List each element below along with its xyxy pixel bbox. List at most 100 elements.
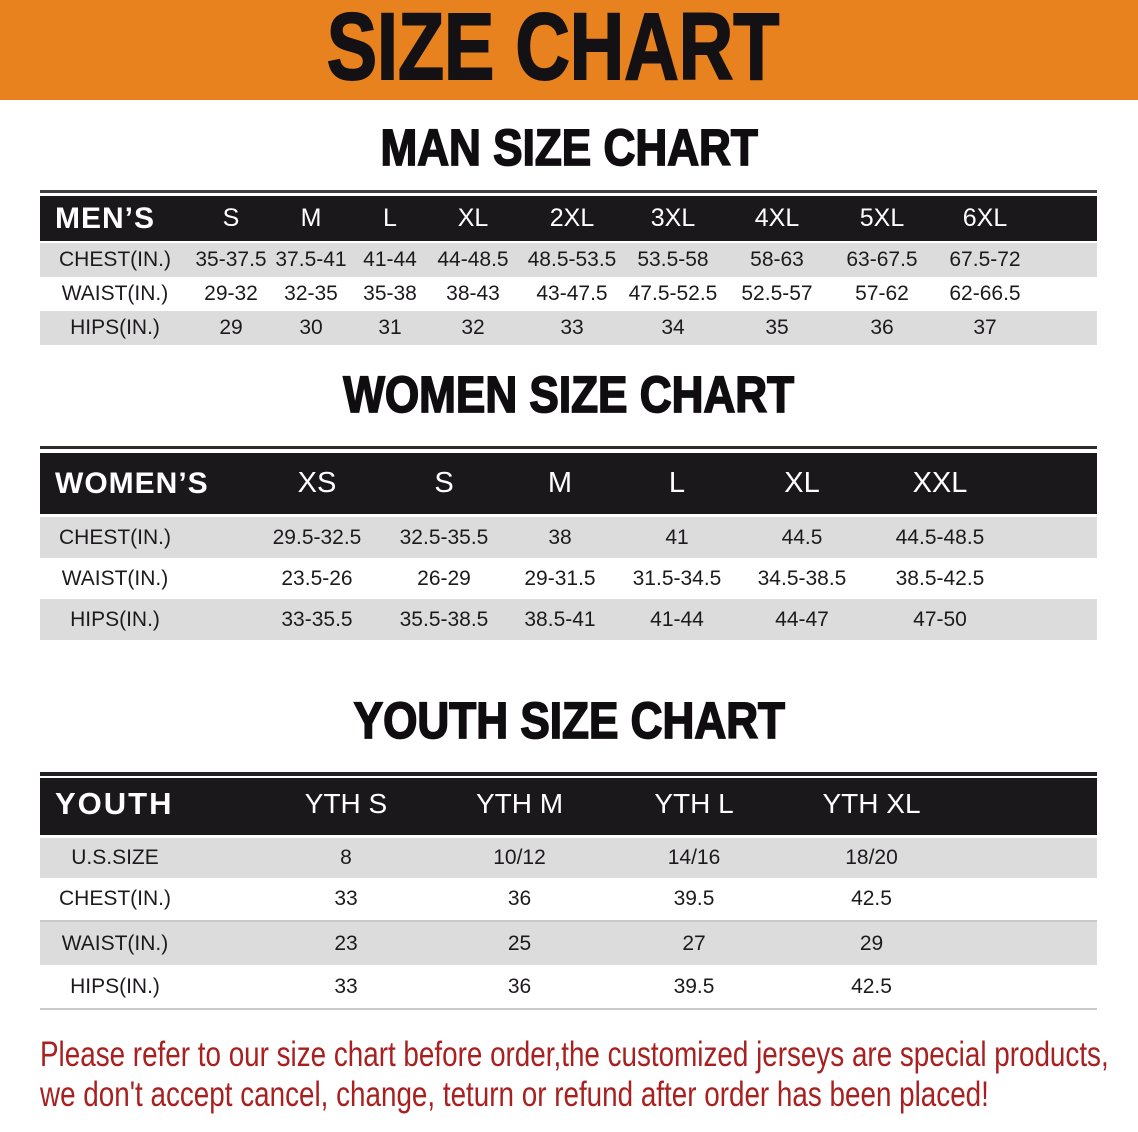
- spacer-cell: [190, 922, 259, 965]
- table-title-cell: YOUTH: [40, 778, 190, 838]
- value-cell: 44-47: [742, 599, 862, 640]
- value-cell: 53.5-58: [628, 243, 718, 277]
- spacer-cell: [190, 599, 254, 640]
- row-label-cell: WAIST(IN.): [40, 277, 190, 311]
- table-row: U.S.SIZE 8 10/12 14/16 18/20: [40, 838, 1097, 878]
- value-cell: 33: [259, 878, 433, 922]
- value-cell: 8: [259, 838, 433, 878]
- value-cell: 18/20: [782, 838, 961, 878]
- table-row: HIPS(IN.) 29 30 31 32 33 34 35 36 37: [40, 311, 1097, 345]
- value-cell: 33: [259, 965, 433, 1010]
- size-chart-banner: SIZE CHART: [0, 0, 1138, 100]
- value-cell: 36: [836, 311, 928, 345]
- value-cell: 47-50: [862, 599, 1018, 640]
- row-label-cell: HIPS(IN.): [40, 965, 190, 1010]
- youth-section-heading-text: YOUTH SIZE CHART: [353, 692, 786, 749]
- women-section-heading: WOMEN SIZE CHART: [0, 366, 1138, 423]
- value-cell: 10/12: [433, 838, 606, 878]
- size-header-cell: YTH L: [606, 778, 782, 838]
- youth-section-heading: YOUTH SIZE CHART: [0, 692, 1138, 749]
- value-cell: 23: [259, 922, 433, 965]
- value-cell: 44-48.5: [430, 243, 516, 277]
- spacer-cell: [1018, 558, 1097, 599]
- value-cell: 37.5-41: [272, 243, 350, 277]
- value-cell: 32.5-35.5: [380, 517, 508, 558]
- row-label-cell: CHEST(IN.): [40, 243, 190, 277]
- size-header-cell: 3XL: [628, 196, 718, 243]
- value-cell: 29-31.5: [508, 558, 612, 599]
- table-title-cell: MEN’S: [40, 196, 190, 243]
- spacer-cell: [1042, 311, 1097, 345]
- man-section-heading: MAN SIZE CHART: [0, 121, 1138, 174]
- spacer-cell: [961, 878, 1097, 922]
- value-cell: 23.5-26: [254, 558, 380, 599]
- men-size-table: MEN’S S M L XL 2XL 3XL 4XL 5XL 6XL CHEST(IN.) 35-37…: [40, 196, 1097, 345]
- disclaimer-line-1: Please refer to our size chart before or…: [40, 1035, 1109, 1074]
- table-row: WAIST(IN.) 29-32 32-35 35-38 38-43 43-47.5 47.…: [40, 277, 1097, 311]
- table-row: WAIST(IN.) 23.5-26 26-29 29-31.5 31.5-34.5 34…: [40, 558, 1097, 599]
- value-cell: 25: [433, 922, 606, 965]
- women-section-heading-text: WOMEN SIZE CHART: [343, 366, 795, 423]
- row-label-cell: WAIST(IN.): [40, 922, 190, 965]
- women-size-table: WOMEN’S XS S M L XL XXL CHEST(IN.) 29.5-32.5 32.5…: [40, 453, 1097, 640]
- value-cell: 32-35: [272, 277, 350, 311]
- value-cell: 42.5: [782, 878, 961, 922]
- size-header-cell: S: [380, 453, 508, 517]
- row-label-cell: CHEST(IN.): [40, 517, 190, 558]
- spacer-cell: [961, 838, 1097, 878]
- spacer-cell: [190, 965, 259, 1010]
- men-table-top-rule: [40, 190, 1097, 193]
- row-label-cell: HIPS(IN.): [40, 599, 190, 640]
- disclaimer-line-2: we don't accept cancel, change, teturn o…: [40, 1075, 989, 1114]
- value-cell: 39.5: [606, 878, 782, 922]
- value-cell: 38.5-42.5: [862, 558, 1018, 599]
- row-label-cell: WAIST(IN.): [40, 558, 190, 599]
- table-row: CHEST(IN.) 29.5-32.5 32.5-35.5 38 41 44.5 44.5…: [40, 517, 1097, 558]
- value-cell: 44.5: [742, 517, 862, 558]
- value-cell: 52.5-57: [718, 277, 836, 311]
- value-cell: 48.5-53.5: [516, 243, 628, 277]
- spacer-cell: [190, 453, 254, 517]
- value-cell: 29.5-32.5: [254, 517, 380, 558]
- value-cell: 47.5-52.5: [628, 277, 718, 311]
- value-cell: 14/16: [606, 838, 782, 878]
- spacer-cell: [1018, 453, 1097, 517]
- youth-size-table: YOUTH YTH S YTH M YTH L YTH XL U.S.SIZE 8 10/12…: [40, 778, 1097, 1010]
- size-header-cell: XS: [254, 453, 380, 517]
- spacer-cell: [190, 558, 254, 599]
- value-cell: 33: [516, 311, 628, 345]
- value-cell: 35-38: [350, 277, 430, 311]
- banner-title: SIZE CHART: [326, 0, 780, 100]
- value-cell: 38-43: [430, 277, 516, 311]
- value-cell: 39.5: [606, 965, 782, 1010]
- value-cell: 43-47.5: [516, 277, 628, 311]
- table-row: HIPS(IN.) 33-35.5 35.5-38.5 38.5-41 41-44 44-…: [40, 599, 1097, 640]
- value-cell: 57-62: [836, 277, 928, 311]
- value-cell: 31.5-34.5: [612, 558, 742, 599]
- value-cell: 41: [612, 517, 742, 558]
- table-header-row: MEN’S S M L XL 2XL 3XL 4XL 5XL 6XL: [40, 196, 1097, 243]
- value-cell: 29: [782, 922, 961, 965]
- table-row: HIPS(IN.) 33 36 39.5 42.5: [40, 965, 1097, 1010]
- value-cell: 42.5: [782, 965, 961, 1010]
- disclaimer-text: Please refer to our size chart before or…: [40, 1035, 1138, 1115]
- row-label-cell: HIPS(IN.): [40, 311, 190, 345]
- spacer-cell: [190, 778, 259, 838]
- spacer-cell: [1018, 517, 1097, 558]
- table-title-cell: WOMEN’S: [40, 453, 208, 517]
- value-cell: 36: [433, 965, 606, 1010]
- table-row: CHEST(IN.) 33 36 39.5 42.5: [40, 878, 1097, 922]
- size-header-cell: M: [508, 453, 612, 517]
- table-row: WAIST(IN.) 23 25 27 29: [40, 922, 1097, 965]
- value-cell: 33-35.5: [254, 599, 380, 640]
- value-cell: 38: [508, 517, 612, 558]
- size-header-cell: XXL: [862, 453, 1018, 517]
- size-header-cell: YTH M: [433, 778, 606, 838]
- value-cell: 34.5-38.5: [742, 558, 862, 599]
- size-header-cell: XL: [430, 196, 516, 243]
- value-cell: 41-44: [612, 599, 742, 640]
- value-cell: 26-29: [380, 558, 508, 599]
- spacer-cell: [961, 778, 1097, 838]
- size-header-cell: 2XL: [516, 196, 628, 243]
- value-cell: 32: [430, 311, 516, 345]
